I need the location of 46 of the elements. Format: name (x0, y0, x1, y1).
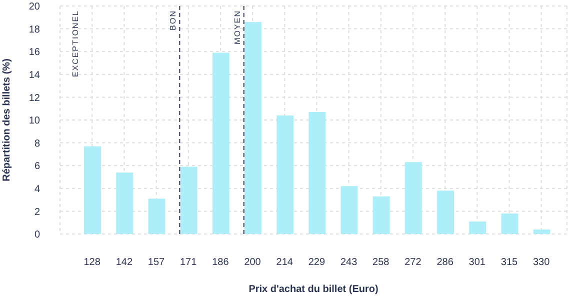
ref-line-label: BON (168, 10, 178, 30)
bar (84, 146, 102, 234)
x-tick-label: 186 (212, 257, 230, 268)
x-tick-label: 286 (436, 257, 454, 268)
bar (212, 52, 230, 234)
bar (372, 196, 390, 234)
y-tick-label: 16 (28, 47, 40, 58)
x-tick-label: 200 (244, 257, 262, 268)
bar (276, 115, 294, 234)
bar (308, 112, 326, 234)
ref-line-label: MOYEN (232, 10, 242, 44)
x-tick-label: 301 (468, 257, 486, 268)
x-tick-label: 330 (532, 257, 550, 268)
bar (116, 172, 134, 234)
bar (501, 213, 518, 234)
x-tick-label: 315 (500, 257, 518, 268)
y-tick-label: 18 (28, 24, 40, 36)
y-tick-label: 4 (34, 184, 40, 195)
bar (340, 186, 358, 234)
x-axis-title: Prix d'achat du billet (Euro) (248, 284, 378, 295)
x-tick-label: 128 (84, 257, 101, 268)
bar (533, 229, 550, 234)
y-tick-label: 10 (28, 116, 40, 127)
x-tick-label: 258 (372, 257, 390, 268)
x-tick-label: 272 (404, 257, 422, 268)
y-tick-label: 6 (34, 161, 40, 172)
y-tick-label: 14 (28, 70, 40, 81)
bar (404, 162, 422, 234)
x-tick-label: 142 (116, 257, 133, 268)
y-tick-label: 8 (34, 138, 40, 150)
bar (469, 221, 486, 234)
annotation: EXCEPTIONEL (71, 10, 80, 78)
y-tick-label: 0 (34, 230, 40, 241)
bar (148, 198, 166, 234)
y-tick-label: 12 (28, 92, 40, 104)
x-tick-label: 229 (308, 257, 326, 268)
bar (180, 166, 198, 234)
x-tick-label: 214 (276, 257, 294, 268)
bar (244, 22, 262, 234)
y-axis-title: Répartition des billets (%) (2, 58, 13, 182)
y-tick-label: 2 (34, 206, 40, 218)
x-tick-label: 243 (340, 257, 358, 268)
x-tick-label: 171 (180, 257, 198, 268)
x-tick-label: 157 (148, 257, 166, 268)
y-tick-label: 20 (28, 2, 40, 13)
bar (437, 190, 454, 234)
